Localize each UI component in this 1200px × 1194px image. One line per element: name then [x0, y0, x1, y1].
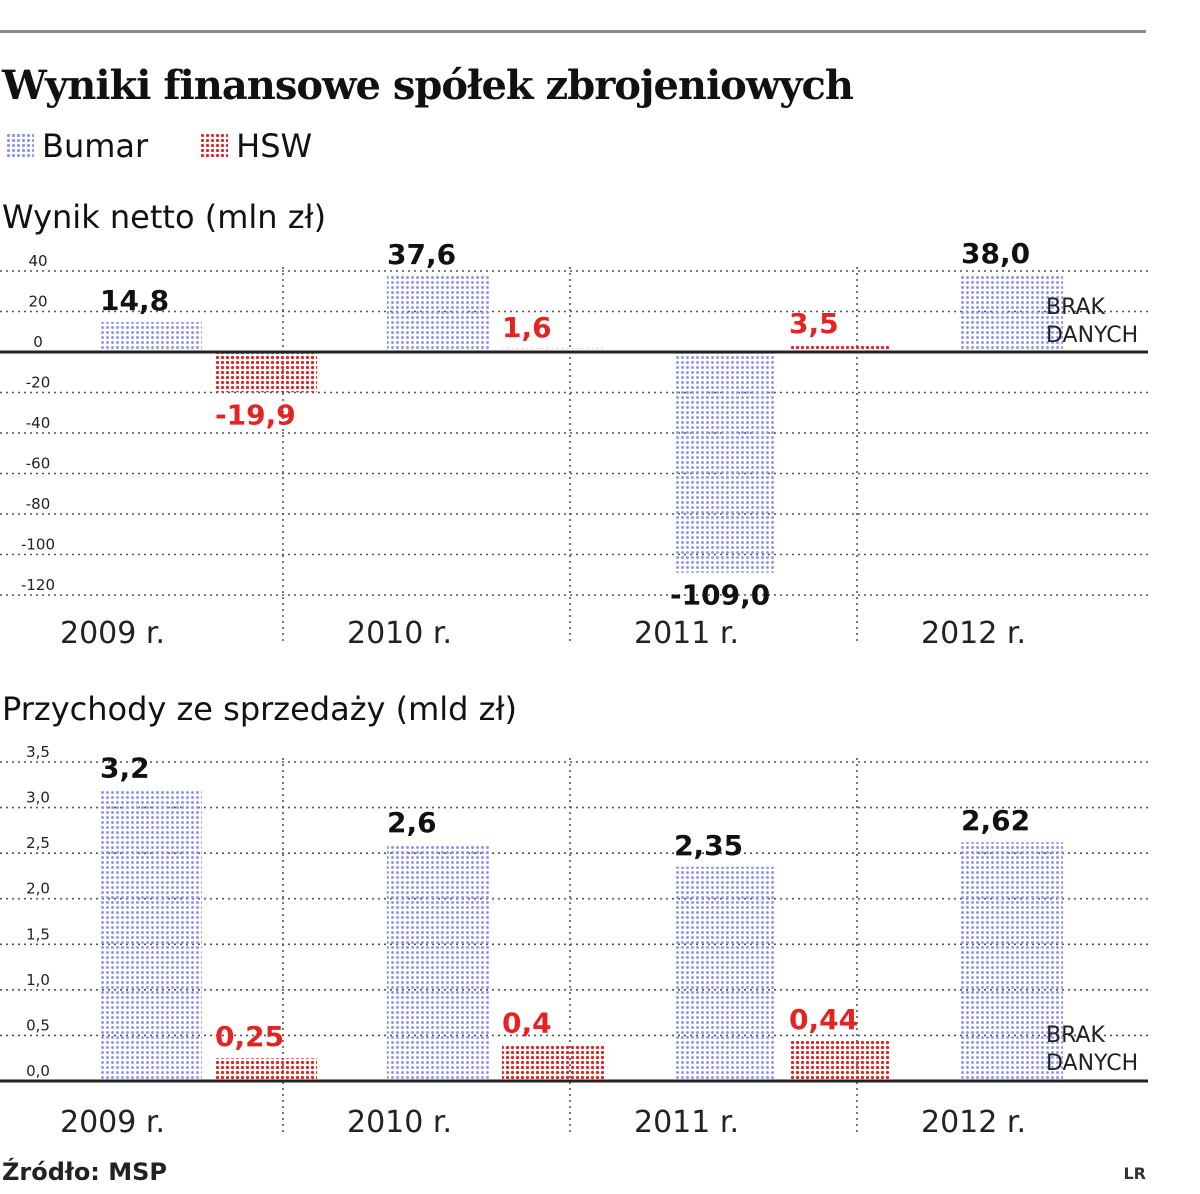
x-category-label: 2009 r.	[60, 1105, 165, 1140]
bar-bumar	[674, 866, 776, 1081]
y-tick-label: 0,0	[26, 1062, 50, 1080]
y-tick-label: -120	[21, 576, 55, 594]
bar-hsw	[502, 1044, 604, 1081]
y-tick-label: 3,0	[26, 789, 50, 807]
legend-swatch-hsw	[200, 133, 229, 159]
data-label-bumar: -109,0	[670, 579, 770, 612]
data-label-hsw: -19,9	[215, 398, 296, 431]
y-tick-label: -20	[26, 374, 51, 392]
x-category-label: 2010 r.	[347, 616, 452, 651]
data-label-bumar: 3,2	[100, 751, 150, 784]
data-label-bumar: 2,62	[961, 804, 1030, 837]
bar-bumar	[387, 844, 489, 1081]
data-label-bumar: 2,35	[674, 829, 743, 862]
bar-bumar	[100, 322, 202, 352]
data-label-bumar: 14,8	[100, 284, 169, 317]
y-tick-label: 1,5	[26, 925, 50, 943]
no-data-label: BRAK	[1046, 295, 1106, 320]
data-label-hsw: 0,44	[789, 1003, 858, 1036]
y-tick-label: -100	[21, 536, 55, 554]
bar-bumar	[387, 275, 489, 352]
data-label-hsw: 3,5	[789, 307, 839, 340]
bar-hsw	[502, 348, 604, 352]
bar-bumar	[961, 275, 1063, 352]
source-note: Źródło: MSP	[2, 1158, 168, 1186]
data-label-bumar: 38,0	[961, 237, 1030, 270]
net-result-chart: 40 20 0 -20 -40 -60 -80 -100 -120 2009 r. 14,8 -19,…	[0, 237, 1148, 651]
x-category-label: 2010 r.	[347, 1105, 452, 1140]
y-tick-label: 0	[33, 333, 43, 351]
legend-item-bumar: Bumar	[6, 127, 148, 165]
bar-hsw	[789, 344, 891, 352]
top-rule	[0, 30, 1146, 33]
legend-item-hsw: HSW	[200, 127, 312, 165]
x-category-label: 2012 r.	[921, 616, 1026, 651]
page-title: Wyniki finansowe spółek zbrojeniowych	[2, 62, 854, 109]
legend: Bumar HSW	[6, 127, 364, 165]
x-category-label: 2009 r.	[60, 616, 165, 651]
revenue-chart: 3,5 3,0 2,5 2,0 1,5 1,0 0,5 0,0 2009 r. 3,2 0,25 20…	[0, 743, 1148, 1140]
bar-hsw	[215, 352, 317, 393]
bar-bumar	[100, 789, 202, 1081]
y-tick-label: 20	[28, 293, 47, 311]
y-tick-label: -60	[26, 455, 51, 473]
legend-label-hsw: HSW	[236, 127, 313, 165]
data-label-hsw: 1,6	[502, 311, 552, 344]
x-category-label: 2012 r.	[921, 1105, 1026, 1140]
y-tick-label: -80	[26, 495, 51, 513]
bar-bumar	[961, 842, 1063, 1081]
y-tick-label: 3,5	[26, 743, 50, 761]
data-label-bumar: 2,6	[387, 806, 437, 839]
no-data-label: BRAK	[1046, 1023, 1106, 1048]
y-tick-label: 1,0	[26, 971, 50, 989]
credit-mark: LR	[1123, 1164, 1146, 1183]
bar-hsw	[215, 1058, 317, 1081]
chart-2-title: Przychody ze sprzedaży (mld zł)	[2, 690, 518, 728]
legend-swatch-bumar	[6, 133, 34, 159]
x-category-label: 2011 r.	[634, 1105, 739, 1140]
bar-bumar	[674, 352, 776, 573]
x-category-label: 2011 r.	[634, 616, 739, 651]
no-data-label: DANYCH	[1046, 323, 1138, 348]
data-label-bumar: 37,6	[387, 238, 456, 271]
y-tick-label: 40	[28, 252, 47, 270]
legend-label-bumar: Bumar	[42, 127, 149, 165]
data-label-hsw: 0,25	[215, 1020, 284, 1053]
data-label-hsw: 0,4	[502, 1007, 552, 1040]
bar-hsw	[789, 1040, 891, 1081]
y-tick-label: 2,0	[26, 880, 50, 898]
chart-1-title: Wynik netto (mln zł)	[2, 198, 327, 236]
y-tick-label: 0,5	[26, 1016, 50, 1034]
y-tick-label: 2,5	[26, 834, 50, 852]
no-data-label: DANYCH	[1046, 1051, 1138, 1076]
y-tick-label: -40	[26, 414, 51, 432]
